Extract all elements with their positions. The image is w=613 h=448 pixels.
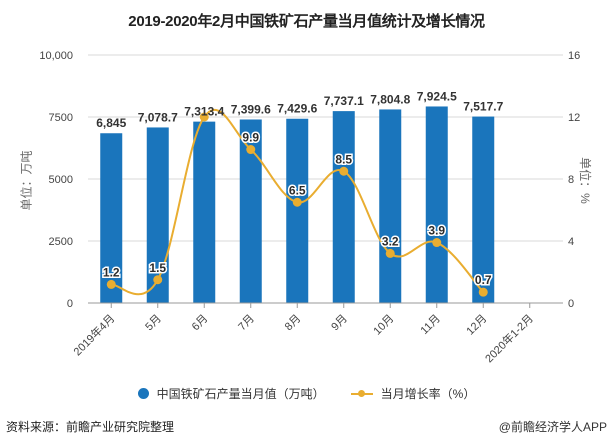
- bar: [239, 119, 262, 303]
- x-tick-label: 2019年4月: [70, 311, 117, 358]
- bar-value-label: 7,737.1: [324, 94, 364, 108]
- growth-rate-point: [153, 275, 163, 285]
- credit-note: @前瞻经济学人APP: [498, 420, 607, 434]
- growth-rate-point: [106, 279, 116, 289]
- bar: [379, 109, 402, 304]
- bar: [472, 116, 495, 304]
- growth-rate-point: [246, 145, 256, 155]
- bar-value-label: 7,313.4: [184, 105, 224, 119]
- y-right-tick-label: 4: [568, 236, 574, 248]
- bar: [425, 106, 448, 303]
- x-tick-label: 10月: [371, 313, 396, 338]
- growth-rate-point: [292, 197, 302, 207]
- x-tick-label: 5月: [143, 313, 164, 334]
- bar: [332, 111, 355, 303]
- growth-rate-point: [385, 248, 395, 258]
- legend-item-line[interactable]: 当月增长率（%）: [350, 385, 476, 402]
- growth-rate-point: [432, 238, 442, 248]
- growth-rate-label: 6.5: [289, 183, 306, 197]
- growth-rate-point: [478, 287, 488, 297]
- y-right-tick-label: 0: [568, 298, 574, 310]
- growth-rate-label: 3.2: [382, 234, 399, 248]
- bar: [100, 133, 123, 303]
- bar-series-swatch-icon: [137, 388, 149, 399]
- x-tick-label: 8月: [283, 313, 304, 334]
- y-left-tick-label: 5000: [49, 174, 73, 186]
- x-tick-label: 11月: [419, 313, 443, 337]
- bar-value-label: 7,078.7: [138, 110, 178, 124]
- x-tick-label: 12月: [464, 313, 489, 338]
- growth-rate-label: 1.5: [149, 261, 166, 275]
- legend-line-label: 当月增长率（%）: [380, 387, 476, 401]
- bar: [193, 121, 216, 303]
- y-left-tick-label: 2500: [49, 236, 73, 248]
- growth-rate-label: 1.2: [103, 265, 120, 279]
- y-right-tick-label: 8: [568, 174, 574, 186]
- legend: 中国铁矿石产量当月值（万吨） 当月增长率（%）: [0, 385, 613, 402]
- growth-rate-point: [339, 166, 349, 176]
- source-note: 资料来源：前瞻产业研究院整理: [6, 420, 175, 434]
- y-left-tick-label: 0: [67, 298, 73, 310]
- bar-value-label: 6,845: [96, 116, 126, 130]
- growth-rate-point: [199, 112, 209, 122]
- growth-rate-label: 0.7: [475, 273, 492, 287]
- growth-rate-label: 9.9: [242, 131, 259, 145]
- chart-title: 2019-2020年2月中国铁矿石产量当月值统计及增长情况: [128, 13, 485, 30]
- bar-value-label: 7,399.6: [231, 102, 271, 116]
- y-right-tick-label: 12: [568, 112, 580, 124]
- bar-value-label: 7,517.7: [463, 100, 503, 114]
- y-left-tick-label: 10,000: [39, 50, 73, 62]
- y-right-tick-label: 16: [568, 50, 580, 62]
- bar-value-label: 7,924.5: [417, 89, 457, 103]
- legend-bar-label: 中国铁矿石产量当月值（万吨）: [156, 387, 325, 401]
- line-series-swatch-icon: [350, 388, 373, 399]
- x-tick-label: 7月: [236, 313, 257, 334]
- x-tick-label: 9月: [329, 313, 350, 334]
- x-tick-label: 6月: [190, 313, 211, 334]
- x-tick-label: 2020年1-2月: [482, 311, 536, 365]
- bar-value-label: 7,804.8: [370, 92, 410, 106]
- bar: [146, 127, 169, 303]
- legend-item-bar[interactable]: 中国铁矿石产量当月值（万吨）: [137, 385, 325, 402]
- y-left-tick-label: 7500: [49, 112, 73, 124]
- growth-rate-label: 8.5: [335, 152, 352, 166]
- bar-value-label: 7,429.6: [277, 102, 317, 116]
- bar: [286, 118, 309, 304]
- growth-rate-label: 3.9: [428, 224, 445, 238]
